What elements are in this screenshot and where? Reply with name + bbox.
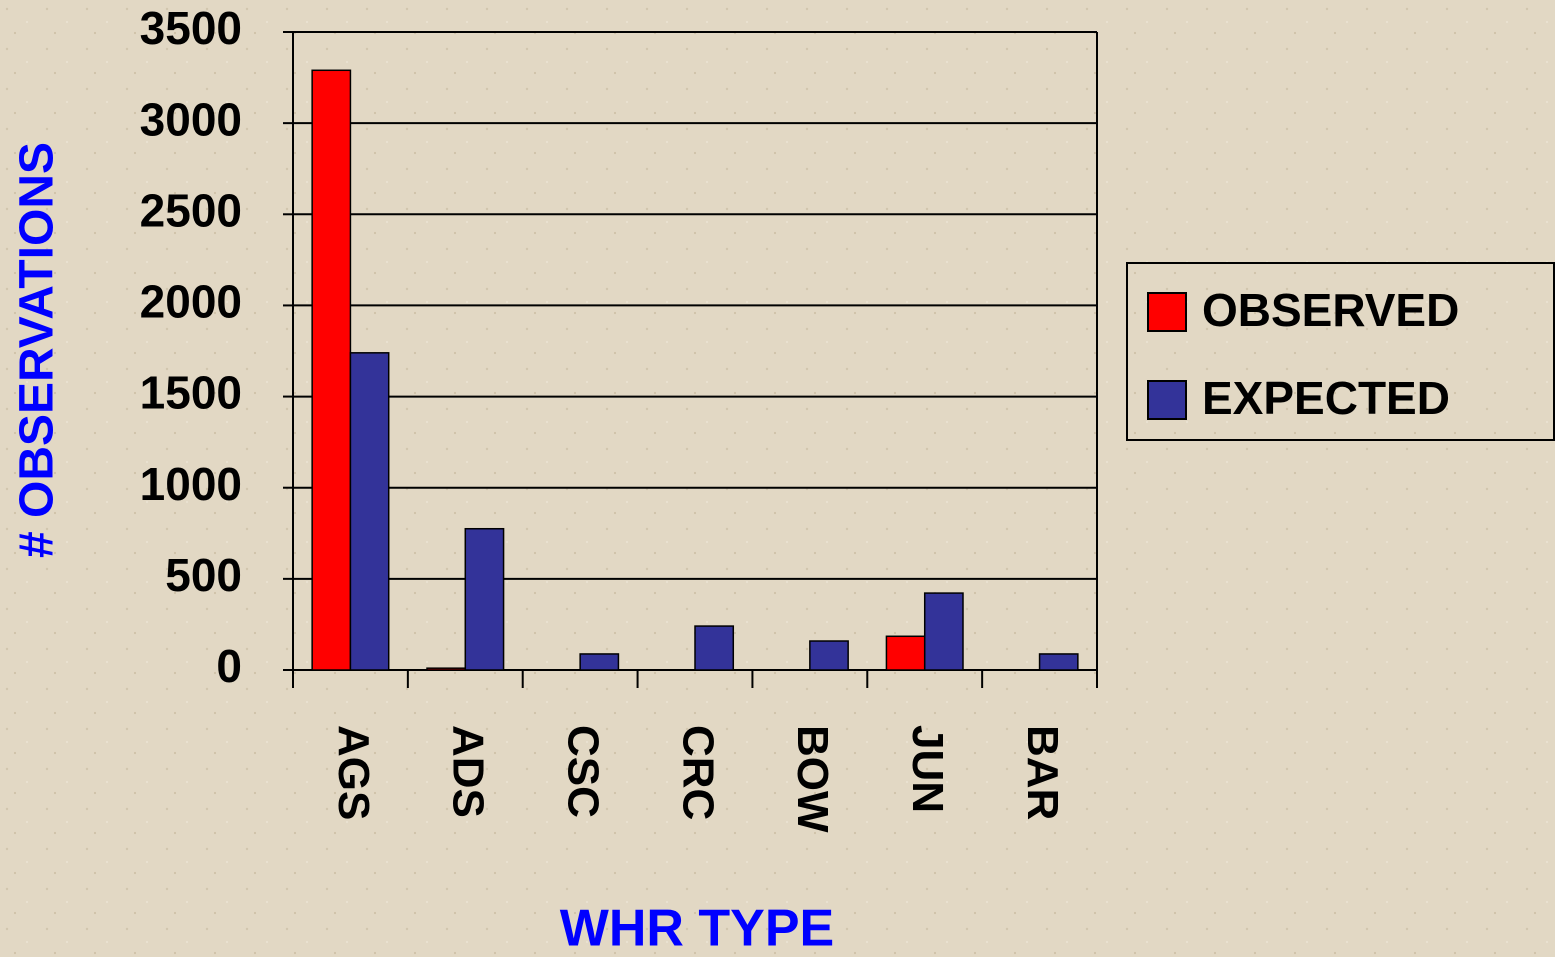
y-tick-label: 0 (216, 640, 242, 692)
legend-label: EXPECTED (1202, 372, 1450, 424)
bar (311, 69, 352, 671)
legend-swatch (1147, 380, 1187, 420)
bar (694, 625, 735, 671)
legend-label: OBSERVED (1202, 284, 1459, 336)
bar (579, 653, 620, 671)
x-tick-label: AGS (329, 725, 378, 820)
y-tick-label: 500 (165, 549, 242, 601)
x-tick-label: CRC (673, 725, 722, 820)
bar (885, 635, 926, 671)
legend-swatch (1147, 292, 1187, 332)
y-tick-label: 2000 (140, 276, 242, 328)
y-tick-label: 3000 (140, 93, 242, 145)
x-tick-label: CSC (559, 725, 608, 818)
bar (349, 352, 390, 671)
bar (426, 667, 467, 671)
bar (809, 640, 849, 671)
y-tick-label: 1000 (140, 458, 242, 510)
bar (464, 527, 505, 671)
x-tick-label: BAR (1018, 725, 1067, 820)
x-tick-label: BOW (788, 725, 837, 833)
x-tick-label: JUN (903, 725, 952, 813)
bar (923, 592, 964, 671)
bar (1038, 653, 1079, 671)
y-axis-title: # OBSERVATIONS (11, 142, 64, 558)
x-axis-title: WHR TYPE (560, 900, 834, 957)
y-tick-label: 2500 (140, 184, 242, 236)
legend-box (1126, 262, 1555, 441)
y-tick-label: 3500 (140, 2, 242, 54)
x-tick-label: ADS (444, 725, 493, 818)
y-tick-label: 1500 (140, 367, 242, 419)
